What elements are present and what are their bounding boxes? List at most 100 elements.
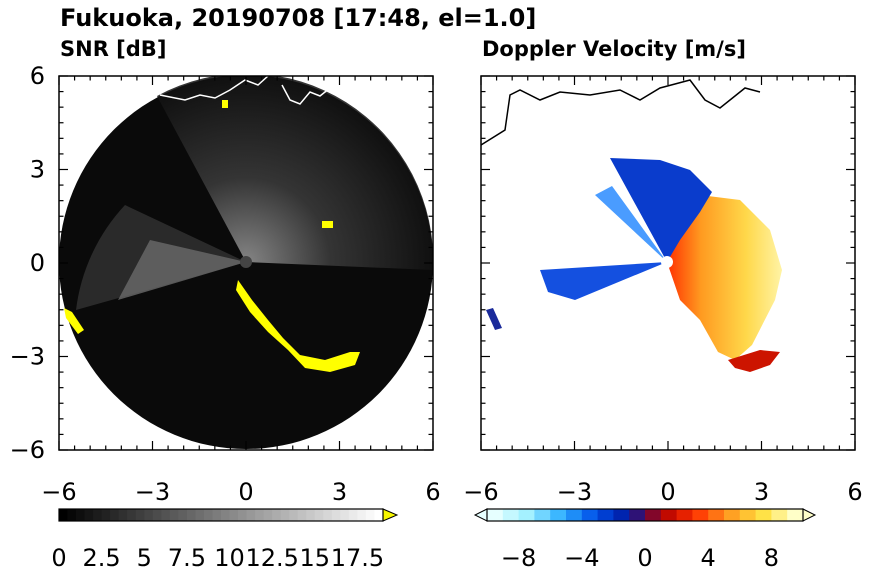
snr-colorbar-label: 15 — [300, 544, 331, 570]
snr-clutter-coast — [236, 280, 360, 372]
snr-west-beam-core — [118, 240, 246, 300]
doppler-colorbar-bin — [613, 509, 630, 521]
snr-colorbar-bin — [67, 509, 77, 521]
doppler-colorbar-bin — [692, 509, 709, 521]
doppler-colorbar-frame — [486, 508, 804, 522]
snr-colorbar-bin — [195, 509, 205, 521]
doppler-colorbar-bin — [487, 509, 504, 521]
snr-clutter-north — [222, 100, 228, 108]
doppler-colorbar-extend-max — [802, 508, 817, 522]
doppler-x-tick-label: 6 — [847, 478, 862, 506]
doppler-colorbar-bin — [755, 509, 772, 521]
snr-colorbar-bin — [263, 509, 273, 521]
snr-x-tick-label: 0 — [238, 478, 253, 506]
snr-colorbar-label: 10 — [214, 544, 245, 570]
snr-colorbar-bin — [297, 509, 307, 521]
doppler-colorbar-label: 4 — [701, 544, 716, 570]
snr-y-tick-label: −3 — [10, 343, 45, 371]
doppler-colorbar-bin — [645, 509, 662, 521]
snr-signal-sector — [157, 76, 433, 270]
snr-colorbar: 0 2.5 5 7.5 10 12.5 15 17.5 — [51, 508, 399, 570]
snr-colorbar-bin — [323, 509, 333, 521]
snr-colorbar-bin — [272, 509, 282, 521]
doppler-x-tick-label: −3 — [557, 478, 592, 506]
snr-plot-area — [59, 76, 433, 450]
snr-colorbar-bin — [331, 509, 341, 521]
snr-colorbar-bin — [348, 509, 358, 521]
doppler-colorbar-bin — [660, 509, 677, 521]
doppler-colorbar-bin — [708, 509, 725, 521]
snr-colorbar-bin — [229, 509, 239, 521]
snr-colorbar-label: 7.5 — [168, 544, 206, 570]
snr-colorbar-bin — [289, 509, 299, 521]
snr-panel-title: SNR [dB] — [60, 37, 166, 61]
doppler-colorbar-bin — [739, 509, 756, 521]
doppler-colorbar-label: 0 — [637, 544, 652, 570]
doppler-colorbar-bin — [581, 509, 598, 521]
snr-colorbar-bin — [212, 509, 222, 521]
doppler-colorbar-bin — [629, 509, 646, 521]
snr-y-tick-label: 3 — [30, 156, 45, 184]
doppler-axis-ticks: −6 −3 0 3 6 — [463, 75, 863, 506]
doppler-colorbar-label: −4 — [564, 544, 599, 570]
snr-colorbar-label: 2.5 — [83, 544, 121, 570]
snr-colorbar-bin — [314, 509, 324, 521]
snr-colorbar-bin — [238, 509, 247, 521]
doppler-colorbar-bin — [550, 509, 567, 521]
doppler-coast-echo — [728, 350, 780, 372]
snr-x-tick-label: 3 — [332, 478, 347, 506]
snr-colorbar-label: 5 — [137, 544, 152, 570]
snr-colorbar-bin — [144, 509, 154, 521]
doppler-west-echo — [486, 308, 502, 330]
snr-colorbar-bin — [255, 509, 265, 521]
doppler-x-tick-label: −6 — [463, 478, 498, 506]
doppler-approaching-sector — [610, 158, 712, 262]
snr-coastline — [159, 76, 331, 105]
snr-colorbar-bin — [246, 509, 256, 521]
doppler-plot-area — [481, 76, 855, 450]
doppler-x-tick-label: 0 — [660, 478, 675, 506]
doppler-colorbar-label: −8 — [501, 544, 536, 570]
doppler-colorbar-bin — [566, 509, 583, 521]
doppler-x-tick-label: 3 — [754, 478, 769, 506]
snr-colorbar-frame — [58, 508, 384, 522]
doppler-colorbar-bin — [724, 509, 741, 521]
doppler-colorbar-label: 8 — [764, 544, 779, 570]
snr-colorbar-bin — [169, 509, 179, 521]
snr-clutter-west — [64, 308, 84, 334]
doppler-colorbar: −8 −4 0 4 8 — [473, 508, 817, 570]
snr-colorbar-bin — [101, 509, 111, 521]
snr-colorbar-bin — [221, 509, 230, 521]
snr-colorbar-bin — [365, 509, 375, 521]
doppler-colorbar-bin — [518, 509, 535, 521]
doppler-colorbar-extend-min — [473, 508, 488, 522]
snr-colorbar-bin — [118, 509, 128, 521]
doppler-radar-center — [661, 256, 673, 268]
snr-colorbar-bin — [93, 509, 103, 521]
snr-colorbar-bin — [76, 509, 85, 521]
snr-colorbar-bin — [127, 509, 137, 521]
snr-x-tick-label: −6 — [41, 478, 76, 506]
doppler-coastline — [481, 79, 761, 146]
figure-title: Fukuoka, 20190708 [17:48, el=1.0] — [60, 4, 536, 32]
snr-colorbar-bin — [280, 509, 290, 521]
snr-colorbar-bin — [110, 509, 120, 521]
snr-colorbar-bin — [135, 509, 145, 521]
doppler-colorbar-bin — [502, 509, 519, 521]
snr-axis-ticks: −6 −3 0 3 6 6 3 0 −3 −6 — [10, 62, 441, 506]
snr-colorbar-label: 0 — [51, 544, 66, 570]
snr-colorbar-bin — [84, 509, 94, 521]
snr-clutter-ne — [322, 221, 333, 228]
snr-colorbar-bin — [178, 509, 188, 521]
snr-x-tick-label: 6 — [425, 478, 440, 506]
snr-colorbar-label: 12.5 — [245, 544, 298, 570]
snr-x-tick-label: −3 — [135, 478, 170, 506]
snr-colorbar-bin — [203, 509, 213, 521]
doppler-colorbar-bin — [676, 509, 693, 521]
snr-radar-center — [240, 256, 252, 268]
doppler-panel-title: Doppler Velocity [m/s] — [482, 37, 746, 61]
snr-colorbar-bin — [306, 509, 316, 521]
snr-colorbar-bin — [152, 509, 162, 521]
snr-colorbar-bin — [161, 509, 171, 521]
